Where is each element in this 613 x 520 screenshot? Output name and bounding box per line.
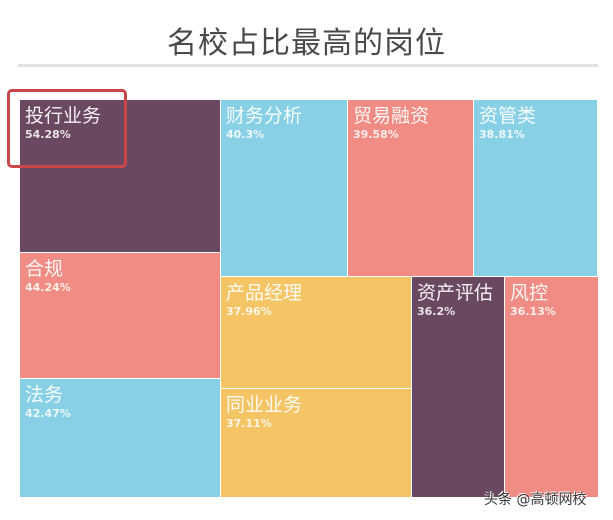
treemap-cell-financial-analysis[interactable]: 财务分析 40.3% <box>221 100 348 277</box>
cell-value: 38.81% <box>479 128 525 141</box>
treemap-cell-asset-management[interactable]: 资管类 38.81% <box>474 100 598 277</box>
cell-value: 36.13% <box>510 305 556 318</box>
treemap-cell-asset-valuation[interactable]: 资产评估 36.2% <box>412 277 505 498</box>
cell-label: 产品经理 <box>226 282 303 304</box>
cell-label: 资产评估 <box>417 282 494 304</box>
cell-label: 风控 <box>510 282 549 304</box>
treemap-cell-product-manager[interactable]: 产品经理 37.96% <box>221 277 412 389</box>
cell-label: 财务分析 <box>226 105 303 127</box>
cell-label: 资管类 <box>479 105 537 127</box>
treemap-cell-ib[interactable]: 投行业务 54.28% <box>20 100 221 253</box>
cell-label: 同业业务 <box>226 394 303 416</box>
treemap-cell-compliance[interactable]: 合规 44.24% <box>20 253 221 379</box>
cell-value: 42.47% <box>25 407 71 420</box>
cell-value: 36.2% <box>417 305 456 318</box>
treemap-cell-risk-control[interactable]: 风控 36.13% <box>505 277 598 498</box>
cell-label: 合规 <box>25 258 64 280</box>
cell-value: 40.3% <box>226 128 265 141</box>
title-divider <box>18 64 598 67</box>
treemap: 投行业务 54.28% 合规 44.24% 法务 42.47% 财务分析 40.… <box>20 100 598 498</box>
cell-label: 法务 <box>25 384 64 406</box>
watermark: 头条 @高顿网校 <box>484 492 587 508</box>
chart-title: 名校占比最高的岗位 <box>167 26 446 61</box>
cell-value: 44.24% <box>25 281 71 294</box>
cell-value: 39.58% <box>353 128 399 141</box>
cell-value: 37.96% <box>226 305 272 318</box>
cell-value: 37.11% <box>226 417 272 430</box>
treemap-cell-legal[interactable]: 法务 42.47% <box>20 379 221 498</box>
treemap-cell-interbank[interactable]: 同业业务 37.11% <box>221 389 412 498</box>
cell-label: 投行业务 <box>25 105 102 127</box>
cell-value: 54.28% <box>25 128 71 141</box>
highlight-box <box>7 89 127 168</box>
treemap-cell-trade-finance[interactable]: 贸易融资 39.58% <box>348 100 474 277</box>
cell-label: 贸易融资 <box>353 105 430 127</box>
